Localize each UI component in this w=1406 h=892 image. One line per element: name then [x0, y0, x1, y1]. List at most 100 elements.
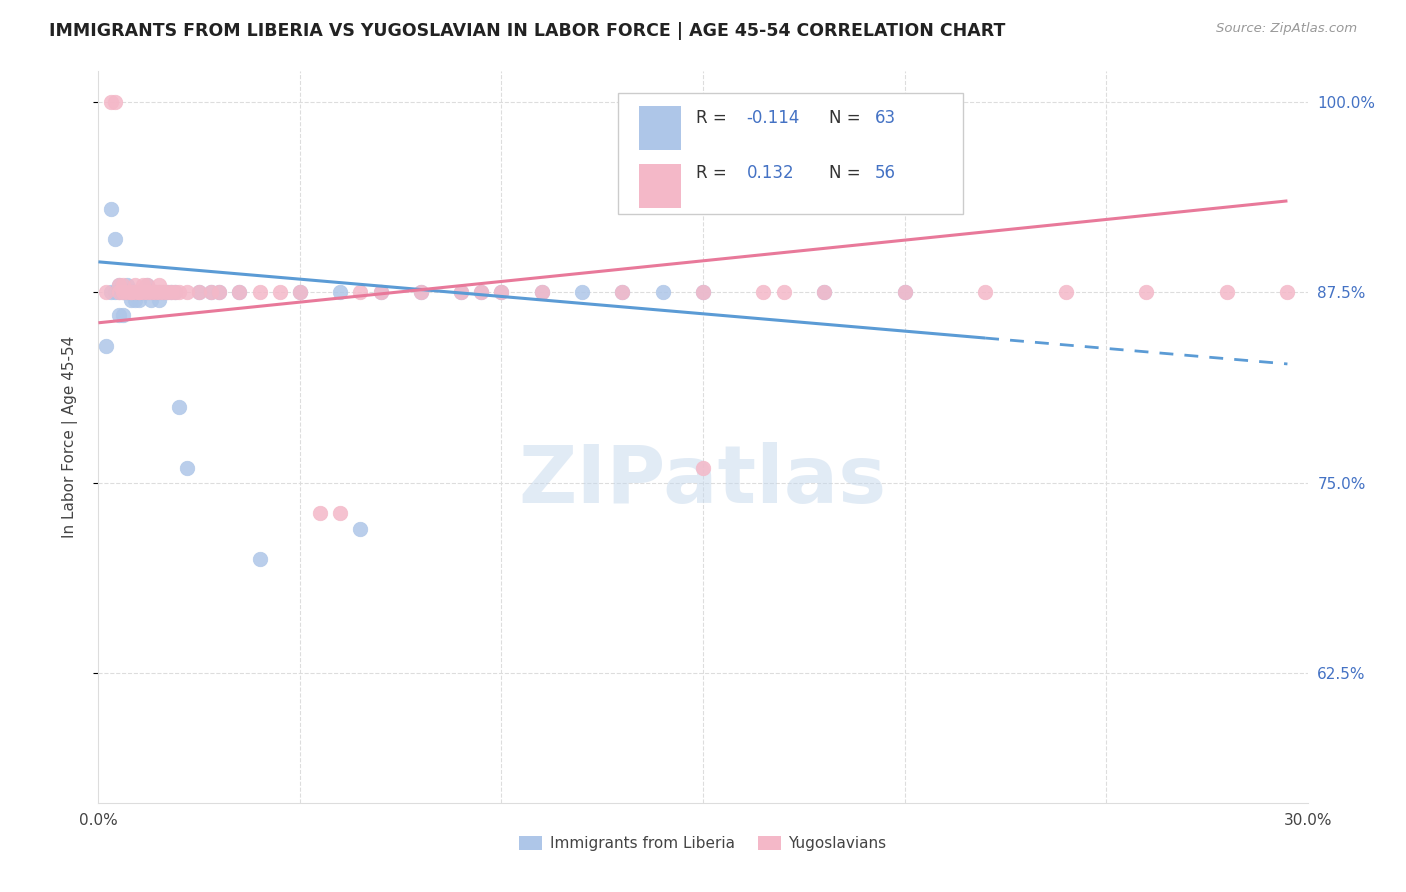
Point	[156, 285, 179, 300]
Point	[120, 293, 142, 307]
Point	[349, 285, 371, 300]
Y-axis label: In Labor Force | Age 45-54: In Labor Force | Age 45-54	[62, 336, 77, 538]
Point	[124, 285, 146, 300]
Point	[143, 285, 166, 300]
Point	[103, 232, 125, 246]
Point	[120, 285, 142, 300]
Text: 56: 56	[875, 164, 896, 182]
Point	[188, 285, 211, 300]
FancyBboxPatch shape	[638, 164, 682, 208]
Point	[651, 285, 673, 300]
Point	[124, 285, 146, 300]
Point	[470, 285, 492, 300]
Point	[111, 285, 134, 300]
Point	[132, 277, 155, 292]
Point	[752, 285, 775, 300]
Point	[111, 285, 134, 300]
Point	[200, 285, 222, 300]
Point	[409, 285, 432, 300]
Point	[107, 285, 129, 300]
Point	[974, 285, 997, 300]
Point	[148, 277, 170, 292]
Text: R =: R =	[696, 110, 731, 128]
Point	[100, 285, 122, 300]
Point	[772, 285, 794, 300]
Point	[329, 285, 352, 300]
Point	[128, 293, 150, 307]
Point	[132, 285, 155, 300]
Point	[128, 285, 150, 300]
Point	[139, 285, 162, 300]
Point	[107, 285, 129, 300]
Point	[208, 285, 231, 300]
Text: ZIPatlas: ZIPatlas	[519, 442, 887, 520]
Point	[249, 552, 271, 566]
Text: R =: R =	[696, 164, 731, 182]
Point	[152, 285, 174, 300]
Point	[100, 95, 122, 109]
Point	[135, 285, 157, 300]
Point	[612, 285, 634, 300]
Point	[143, 285, 166, 300]
Text: 0.132: 0.132	[747, 164, 794, 182]
FancyBboxPatch shape	[619, 94, 963, 214]
Point	[163, 285, 186, 300]
Point	[491, 285, 513, 300]
Point	[370, 285, 392, 300]
Text: -0.114: -0.114	[747, 110, 800, 128]
Point	[167, 400, 190, 414]
Point	[470, 285, 492, 300]
Point	[139, 285, 162, 300]
Point	[160, 285, 183, 300]
Point	[1216, 285, 1239, 300]
Point	[115, 285, 138, 300]
Point	[120, 285, 142, 300]
Point	[111, 277, 134, 292]
Point	[124, 277, 146, 292]
Point	[176, 285, 198, 300]
Point	[450, 285, 472, 300]
Point	[530, 285, 553, 300]
Point	[135, 285, 157, 300]
Point	[120, 285, 142, 300]
Point	[135, 277, 157, 292]
Point	[208, 285, 231, 300]
Point	[152, 285, 174, 300]
Point	[124, 285, 146, 300]
Point	[491, 285, 513, 300]
Point	[96, 339, 118, 353]
Point	[692, 285, 714, 300]
Point	[813, 285, 835, 300]
Point	[188, 285, 211, 300]
Point	[107, 277, 129, 292]
Point	[329, 506, 352, 520]
Point	[692, 285, 714, 300]
Point	[100, 202, 122, 216]
Point	[530, 285, 553, 300]
Point	[1054, 285, 1077, 300]
Point	[813, 285, 835, 300]
Text: N =: N =	[828, 164, 866, 182]
Point	[148, 293, 170, 307]
Point	[135, 277, 157, 292]
Point	[107, 277, 129, 292]
Point	[120, 285, 142, 300]
Point	[893, 285, 915, 300]
FancyBboxPatch shape	[638, 106, 682, 150]
Point	[269, 285, 291, 300]
Point	[132, 285, 155, 300]
Point	[1135, 285, 1157, 300]
Point	[148, 285, 170, 300]
Point	[160, 285, 183, 300]
Point	[288, 285, 311, 300]
Point	[288, 285, 311, 300]
Point	[103, 285, 125, 300]
Point	[143, 285, 166, 300]
Point	[124, 285, 146, 300]
Text: N =: N =	[828, 110, 866, 128]
Point	[111, 308, 134, 322]
Point	[128, 285, 150, 300]
Point	[128, 285, 150, 300]
Point	[349, 522, 371, 536]
Point	[176, 460, 198, 475]
